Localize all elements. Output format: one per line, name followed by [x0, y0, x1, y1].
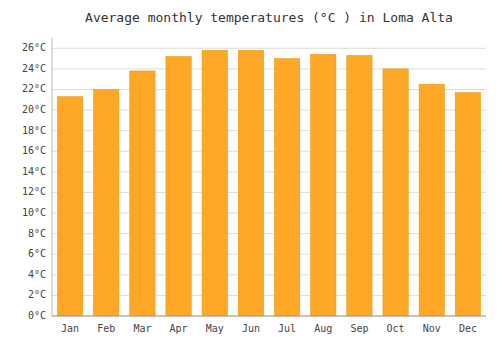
x-tick-label: Aug: [314, 323, 332, 334]
grid: [52, 48, 486, 316]
y-tick-label: 12°C: [22, 186, 46, 197]
grid-line: [52, 316, 486, 317]
bar: [347, 56, 372, 316]
y-tick-label: 8°C: [28, 228, 46, 239]
bar: [419, 84, 444, 316]
bar: [455, 93, 480, 316]
bar: [311, 54, 336, 316]
bar: [166, 57, 191, 316]
grid-line: [52, 48, 486, 49]
bar: [57, 97, 82, 316]
y-tick-label: 24°C: [22, 63, 46, 74]
bar: [383, 69, 408, 316]
x-tick-label: Jul: [278, 323, 296, 334]
x-tick-label: Dec: [459, 323, 477, 334]
y-tick-label: 26°C: [22, 42, 46, 53]
x-tick-label: Apr: [170, 323, 188, 334]
x-tick-label: Nov: [423, 323, 441, 334]
title: Average monthly temperatures (°C ) in Lo…: [85, 10, 453, 25]
y-tick-label: 4°C: [28, 269, 46, 280]
x-tick-label: Mar: [133, 323, 151, 334]
y-tick-label: 22°C: [22, 83, 46, 94]
y-tick-label: 2°C: [28, 289, 46, 300]
x-tick-label: Jan: [61, 323, 79, 334]
x-tick-label: May: [206, 323, 224, 334]
x-tick-label: Oct: [387, 323, 405, 334]
page: {"chart_data": {"type": "bar", "title": …: [0, 0, 500, 350]
bar: [94, 89, 119, 316]
y-tick-label: 14°C: [22, 166, 46, 177]
y-tick-label: 18°C: [22, 125, 46, 136]
bar: [238, 50, 263, 316]
y-tick-label: 16°C: [22, 145, 46, 156]
y-axis-line: [52, 38, 53, 316]
chart: Average monthly temperatures (°C ) in Lo…: [0, 0, 500, 350]
x-tick-label: Feb: [97, 323, 115, 334]
bars: [57, 50, 480, 316]
x-tick-label: Sep: [350, 323, 368, 334]
bar: [274, 59, 299, 316]
bar: [130, 71, 155, 316]
bar: [202, 50, 227, 316]
x-tick-label: Jun: [242, 323, 260, 334]
y-tick-label: 6°C: [28, 248, 46, 259]
grid-line: [52, 68, 486, 69]
x-axis-line: [52, 316, 486, 317]
y-tick-label: 0°C: [28, 310, 46, 321]
y-tick-label: 10°C: [22, 207, 46, 218]
y-tick-label: 20°C: [22, 104, 46, 115]
